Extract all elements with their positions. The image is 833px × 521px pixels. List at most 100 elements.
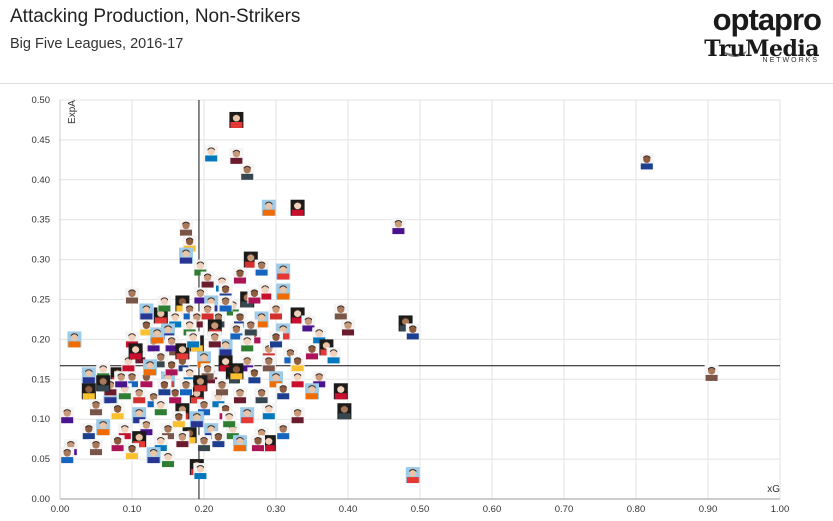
player-headshot-point [164, 335, 179, 352]
headshot-jersey [190, 345, 203, 352]
headshot-hair [132, 345, 140, 349]
headshot-hair [222, 297, 230, 301]
headshot-face [247, 254, 255, 262]
headshot-hair [265, 201, 273, 205]
headshot-face [128, 289, 136, 298]
headshot-jersey [126, 453, 138, 460]
headshot-face [258, 313, 266, 322]
headshot-face [200, 353, 208, 361]
headshot-hair [142, 305, 150, 309]
player-headshot-point [222, 411, 237, 428]
headshot-jersey [140, 381, 153, 388]
player-headshot-point [240, 407, 255, 424]
headshot-hair [261, 285, 269, 289]
headshot-jersey [248, 377, 261, 384]
headshot-face [85, 369, 93, 377]
headshot-hair [128, 373, 136, 377]
headshot-hair [222, 357, 230, 361]
headshot-jersey [183, 313, 196, 320]
headshot-hair [279, 285, 287, 289]
x-axis-label: xG [767, 484, 780, 495]
headshot-face [182, 222, 190, 230]
headshot-jersey [291, 317, 304, 324]
player-headshot-point [189, 411, 204, 428]
headshot-hair [99, 421, 107, 425]
headshot-face [196, 377, 204, 385]
headshot-hair [117, 373, 125, 377]
headshot-face [643, 155, 651, 164]
headshot-face [85, 425, 93, 433]
headshot-face [121, 385, 129, 393]
headshot-hair [186, 305, 194, 309]
x-tick-label: 0.10 [123, 504, 142, 515]
headshot-hair [308, 345, 316, 349]
headshot-jersey [302, 325, 315, 332]
y-tick-label: 0.25 [32, 295, 51, 306]
player-headshot-point [333, 303, 348, 320]
headshot-jersey [277, 393, 290, 400]
headshot-face [340, 405, 348, 413]
headshot-hair [204, 273, 212, 277]
headshot-face [294, 373, 302, 381]
headshot-hair [193, 460, 201, 465]
player-headshot-point [125, 287, 139, 304]
player-headshot-point [391, 218, 406, 235]
headshot-hair [204, 365, 212, 369]
headshot-face [196, 465, 204, 473]
headshot-jersey [154, 445, 167, 452]
headshot-hair [157, 437, 165, 441]
headshot-face [168, 337, 176, 345]
headshot-face [402, 317, 410, 326]
headshot-face [409, 325, 417, 334]
headshot-face [204, 305, 212, 314]
headshot-face [186, 369, 194, 377]
headshot-hair [337, 305, 345, 309]
headshot-jersey [291, 209, 304, 216]
headshot-jersey [140, 429, 153, 436]
headshot-hair [121, 425, 129, 429]
headshot-jersey [241, 345, 254, 352]
headshot-jersey [201, 373, 214, 380]
headshot-face [218, 381, 226, 389]
player-headshot-point [157, 295, 172, 312]
x-tick-label: 0.60 [483, 504, 502, 515]
player-headshot-point [254, 259, 269, 276]
headshot-jersey [140, 313, 153, 320]
headshot-face [322, 341, 330, 349]
headshot-jersey [291, 417, 304, 424]
player-headshot-point [341, 319, 355, 336]
brand-logo-top: optapro [712, 2, 822, 37]
headshot-hair [236, 269, 244, 273]
x-tick-label: 0.80 [627, 504, 646, 515]
headshot-jersey [334, 313, 347, 320]
headshot-jersey [187, 341, 200, 348]
chart-title: Attacking Production, Non-Strikers [10, 6, 301, 27]
headshot-face [114, 437, 122, 445]
player-headshot-point [81, 383, 96, 400]
player-headshot-point [125, 443, 139, 460]
headshot-hair [150, 393, 158, 397]
headshot-hair [171, 389, 179, 393]
headshot-face [207, 147, 215, 156]
headshot-face [128, 373, 136, 381]
headshot-hair [243, 409, 251, 413]
player-headshot-point [157, 379, 172, 396]
y-tick-label: 0.45 [32, 135, 51, 146]
headshot-face [409, 469, 417, 477]
headshot-hair [294, 309, 302, 313]
player-headshot-point [89, 439, 103, 456]
headshot-face [193, 313, 201, 322]
headshot-jersey [399, 325, 412, 332]
headshot-jersey [234, 445, 246, 452]
headshot-jersey [190, 321, 203, 328]
headshot-face [63, 449, 71, 457]
headshot-face [272, 373, 280, 381]
headshot-hair [294, 357, 302, 361]
headshot-face [279, 325, 287, 334]
headshot-face [261, 285, 269, 294]
headshot-hair [337, 385, 345, 389]
player-headshot-point [143, 359, 157, 376]
headshot-face [308, 345, 316, 353]
headshot-hair [402, 317, 410, 321]
headshot-face [279, 285, 287, 294]
